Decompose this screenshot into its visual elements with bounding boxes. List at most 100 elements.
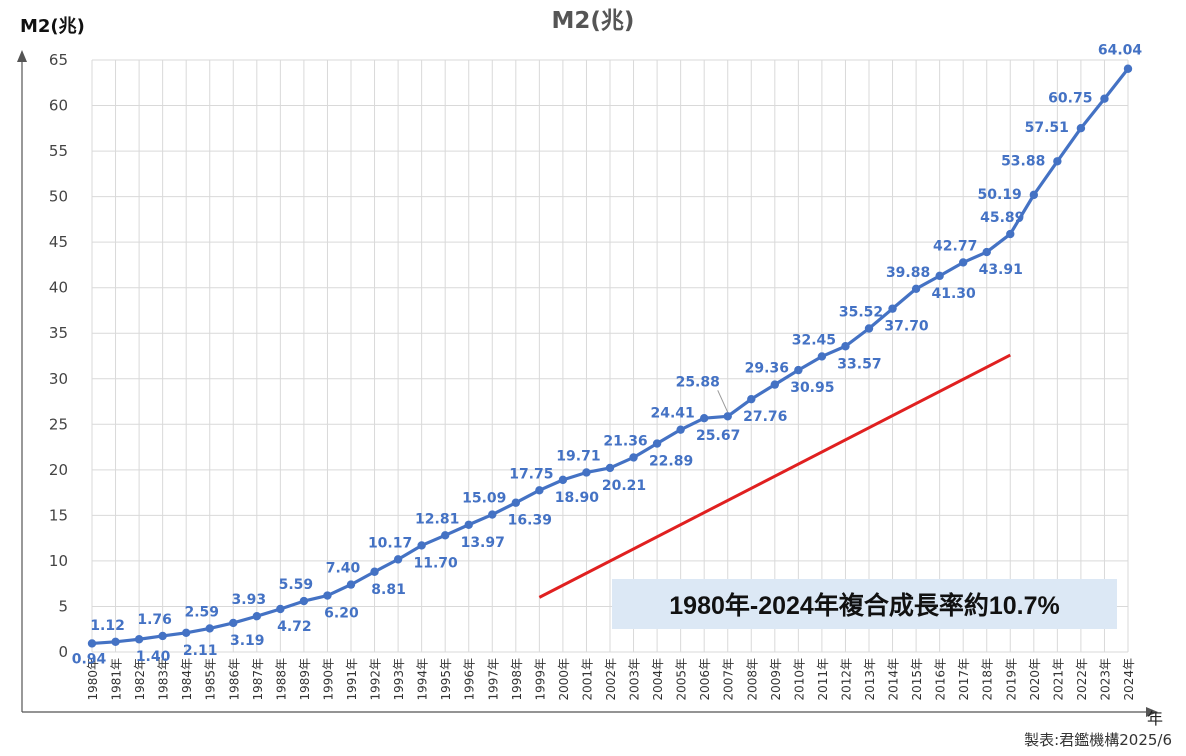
data-label: 13.97 bbox=[461, 535, 505, 551]
data-label: 64.04 bbox=[1098, 43, 1143, 59]
data-point bbox=[841, 342, 850, 351]
x-tick-label: 2021年 bbox=[1051, 658, 1065, 701]
data-point bbox=[911, 284, 921, 293]
data-label: 39.88 bbox=[886, 265, 930, 281]
data-point bbox=[134, 635, 144, 644]
data-point bbox=[699, 414, 709, 423]
x-tick-label: 1988年 bbox=[274, 658, 288, 701]
x-tick-label: 2015年 bbox=[910, 658, 924, 701]
data-point bbox=[1123, 64, 1133, 73]
data-label: 30.95 bbox=[790, 380, 834, 396]
data-label: 11.70 bbox=[413, 555, 458, 571]
x-tick-label: 2009年 bbox=[769, 658, 783, 701]
data-point bbox=[558, 475, 568, 485]
x-tick-label: 1997年 bbox=[486, 658, 500, 701]
x-axis-arrow bbox=[1146, 707, 1158, 717]
x-tick-label: 1985年 bbox=[204, 658, 218, 701]
data-label: 2.11 bbox=[183, 643, 218, 659]
data-point bbox=[87, 639, 97, 648]
y-tick-label: 50 bbox=[49, 188, 68, 206]
data-point bbox=[629, 453, 638, 462]
x-tick-label: 1993年 bbox=[392, 658, 406, 701]
x-axis-title: 年 bbox=[1147, 709, 1163, 728]
chart-title: M2(兆) bbox=[552, 8, 635, 34]
x-tick-label: 2005年 bbox=[675, 658, 689, 701]
data-point bbox=[723, 412, 732, 421]
data-label: 0.94 bbox=[72, 651, 107, 667]
x-tick-label: 2014年 bbox=[887, 658, 901, 701]
data-label: 8.81 bbox=[371, 582, 406, 598]
x-tick-label: 2010年 bbox=[792, 658, 806, 701]
x-tick-label: 1989年 bbox=[298, 658, 312, 701]
x-tick-label: 1992年 bbox=[369, 658, 383, 701]
x-tick-label: 2006年 bbox=[698, 658, 712, 701]
data-label: 57.51 bbox=[1025, 120, 1069, 136]
data-label: 17.75 bbox=[509, 466, 553, 482]
data-label: 22.89 bbox=[649, 454, 693, 470]
x-tick-label: 1981年 bbox=[110, 658, 124, 701]
data-label: 2.59 bbox=[184, 604, 219, 620]
data-label: 5.59 bbox=[279, 577, 314, 593]
x-tick-label: 2013年 bbox=[863, 658, 877, 701]
data-label: 6.20 bbox=[324, 606, 359, 622]
x-tick-label: 2018年 bbox=[981, 658, 995, 701]
data-point bbox=[958, 258, 968, 267]
data-label: 7.40 bbox=[326, 561, 361, 577]
data-point bbox=[323, 591, 332, 600]
data-label: 3.19 bbox=[230, 633, 265, 649]
data-point bbox=[417, 541, 426, 550]
x-tick-label: 1994年 bbox=[416, 658, 430, 701]
data-label: 15.09 bbox=[462, 491, 506, 507]
x-tick-label: 1999年 bbox=[533, 658, 547, 701]
chart-credit: 製表:君鑑機構2025/6 bbox=[1024, 731, 1172, 749]
x-tick-label: 1995年 bbox=[439, 658, 453, 701]
data-point bbox=[229, 618, 238, 628]
data-point bbox=[1053, 157, 1062, 166]
x-tick-label: 1982年 bbox=[133, 658, 147, 701]
data-point bbox=[299, 596, 309, 606]
data-label: 20.21 bbox=[602, 478, 646, 494]
data-point bbox=[770, 380, 780, 389]
data-label: 32.45 bbox=[792, 332, 836, 348]
y-tick-label: 15 bbox=[49, 506, 68, 524]
data-label: 1.40 bbox=[136, 649, 171, 665]
x-tick-label: 2011年 bbox=[816, 658, 830, 701]
data-point bbox=[747, 394, 756, 404]
data-label: 33.57 bbox=[837, 356, 881, 372]
data-point bbox=[488, 510, 497, 519]
data-point bbox=[652, 439, 662, 448]
x-tick-label: 2024年 bbox=[1122, 658, 1136, 701]
data-label: 41.30 bbox=[931, 286, 976, 302]
data-point bbox=[935, 271, 944, 281]
x-tick-label: 2003年 bbox=[628, 658, 642, 701]
growth-rate-annotation: 1980年-2024年複合成長率約10.7% bbox=[612, 579, 1117, 629]
x-tick-label: 2016年 bbox=[934, 658, 948, 701]
data-point bbox=[511, 498, 521, 507]
data-label: 37.70 bbox=[884, 319, 929, 335]
x-tick-label: 2023年 bbox=[1098, 658, 1112, 701]
data-label: 24.41 bbox=[650, 406, 694, 422]
x-tick-label: 1983年 bbox=[157, 658, 171, 701]
data-point bbox=[464, 520, 473, 529]
data-point bbox=[440, 531, 450, 540]
y-tick-label: 5 bbox=[58, 597, 68, 615]
data-point bbox=[605, 463, 615, 473]
x-tick-label: 2000年 bbox=[557, 658, 571, 701]
x-tick-label: 1996年 bbox=[463, 658, 477, 701]
data-label: 43.91 bbox=[979, 262, 1023, 278]
data-point bbox=[370, 567, 379, 576]
data-label: 3.93 bbox=[232, 592, 267, 608]
x-tick-label: 1998年 bbox=[510, 658, 524, 701]
data-point bbox=[111, 637, 120, 646]
y-tick-label: 40 bbox=[49, 279, 68, 297]
y-tick-label: 55 bbox=[49, 142, 68, 160]
data-label: 4.72 bbox=[277, 619, 312, 635]
y-tick-label: 45 bbox=[49, 233, 68, 251]
data-point bbox=[676, 425, 685, 434]
data-point bbox=[582, 468, 591, 477]
x-tick-label: 1987年 bbox=[251, 658, 265, 701]
data-label: 53.88 bbox=[1001, 153, 1045, 169]
data-point bbox=[864, 324, 874, 333]
data-label: 45.89 bbox=[980, 210, 1024, 226]
